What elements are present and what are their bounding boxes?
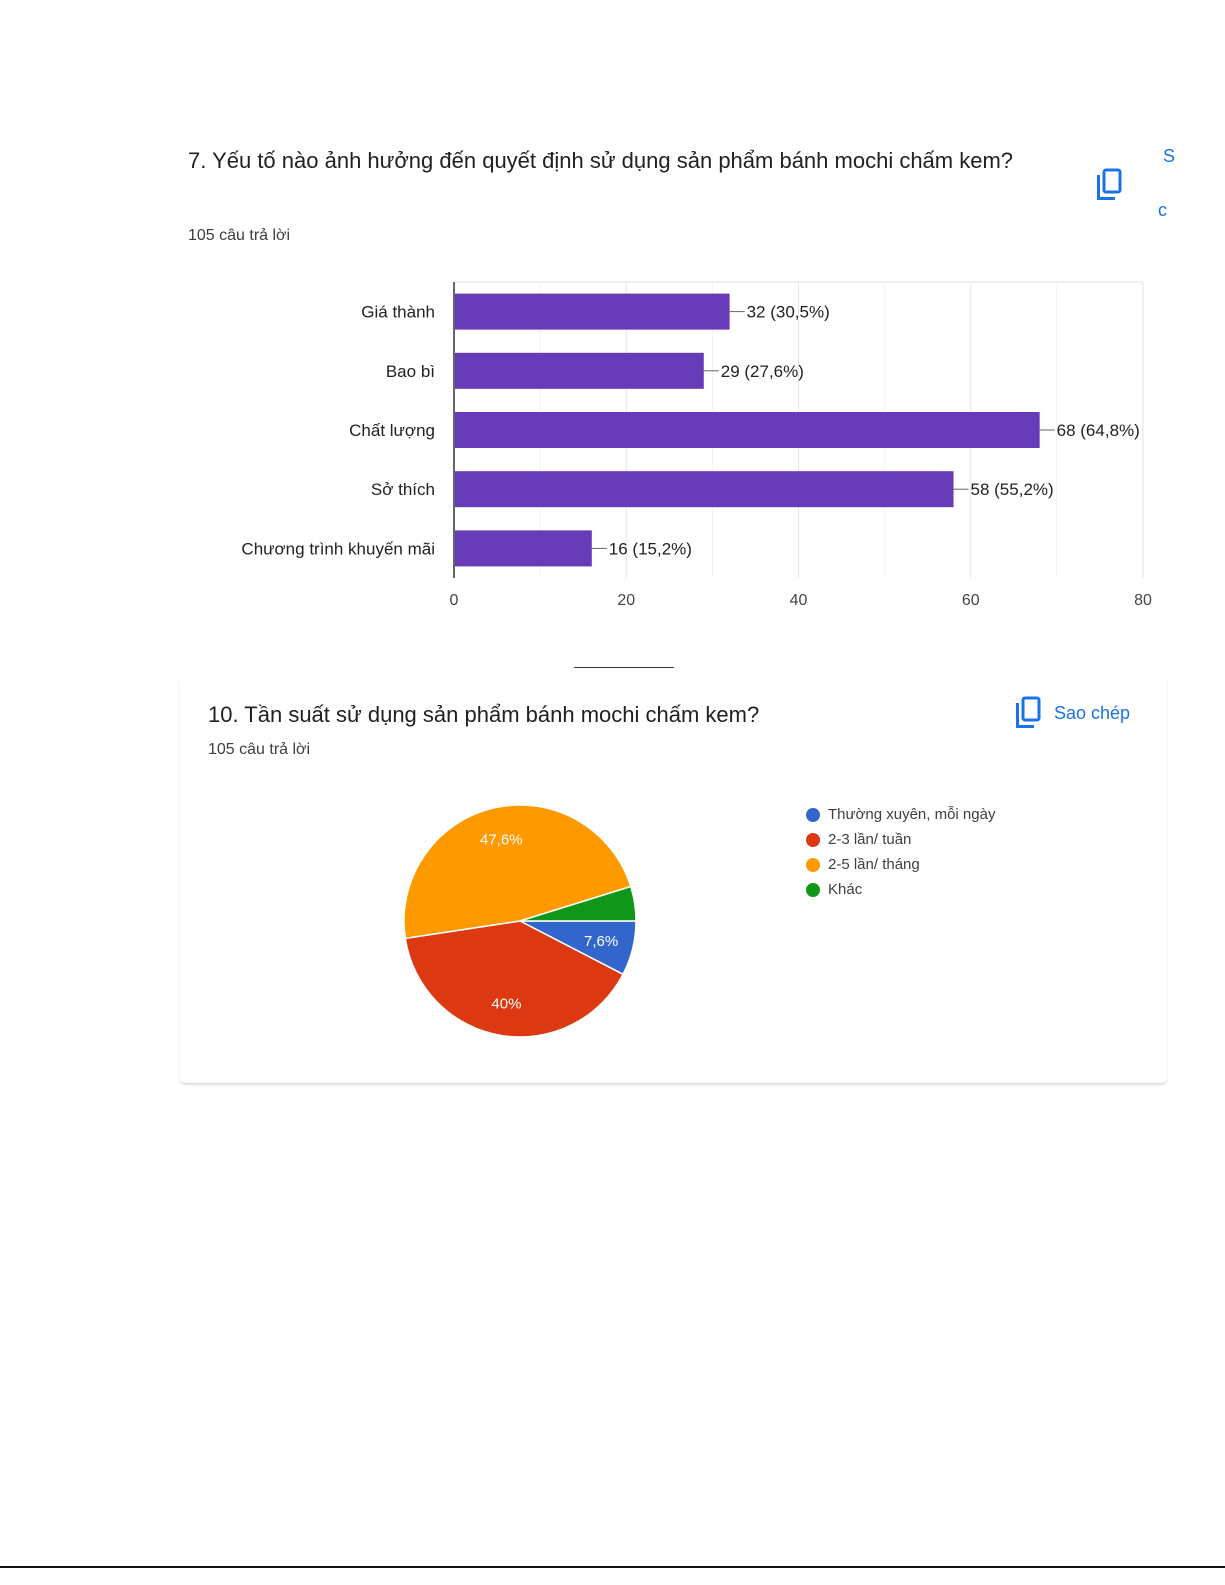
bar <box>455 352 704 389</box>
bar <box>455 293 730 330</box>
legend-item: Khác <box>806 877 995 902</box>
category-label: Giá thành <box>361 303 435 322</box>
question-7-card: 7. Yếu tố nào ảnh hưởng đến quyết định s… <box>0 0 1225 660</box>
category-label: Sở thích <box>371 480 435 499</box>
legend-label: Khác <box>828 881 863 898</box>
pie-slice <box>519 885 637 922</box>
truncated-copy-label-bottom: c <box>1158 200 1167 220</box>
category-label: Bao bì <box>386 362 435 381</box>
page-bottom-border <box>0 1566 1225 1568</box>
data-label: 68 (64,8%) <box>1057 421 1140 440</box>
question-10-title: 10. Tần suất sử dụng sản phẩm bánh mochi… <box>208 702 760 727</box>
bar <box>455 412 1040 448</box>
legend-item: 2-3 lần/ tuần <box>806 827 995 852</box>
copy-icon <box>1016 696 1041 728</box>
legend-item: Thường xuyên, mỗi ngày <box>806 802 995 827</box>
legend-label: 2-5 lần/ tháng <box>828 856 920 873</box>
bar-chart: 0 20 40 60 80 Giá thành 32 (30,5%) Bao bì 29 (27… <box>241 281 1152 609</box>
copy-chart-button[interactable]: Sao chép <box>1014 696 1130 730</box>
question-7-response-count: 105 câu trả lời <box>188 227 291 244</box>
copy-chart-button[interactable] <box>1095 168 1123 202</box>
pie-slice <box>403 804 632 940</box>
copy-icon <box>1097 168 1122 200</box>
slice-label: 47,6% <box>480 832 523 849</box>
data-label: 16 (15,2%) <box>609 539 692 558</box>
data-label: 58 (55,2%) <box>971 480 1054 499</box>
x-tick-label: 20 <box>617 592 635 609</box>
pie-chart: 7,6% 40% 47,6% <box>403 804 637 1038</box>
truncated-copy-label-top: S <box>1163 146 1176 166</box>
pie-slice <box>404 920 625 1038</box>
data-label: 29 (27,6%) <box>721 362 804 381</box>
question-10-response-count: 105 câu trả lời <box>208 741 311 758</box>
question-7-title: 7. Yếu tố nào ảnh hưởng đến quyết định s… <box>188 148 1014 173</box>
legend-swatch <box>806 832 820 847</box>
legend-item: 2-5 lần/ tháng <box>806 852 995 877</box>
legend-swatch <box>806 857 820 872</box>
x-tick-label: 40 <box>790 592 808 609</box>
legend-label: Thường xuyên, mỗi ngày <box>828 806 996 823</box>
legend-swatch <box>806 807 820 822</box>
bar <box>455 471 954 508</box>
slice-label: 40% <box>491 995 521 1012</box>
question-10-card: 10. Tần suất sử dụng sản phẩm bánh mochi… <box>180 680 1167 1084</box>
data-label: 32 (30,5%) <box>747 303 830 322</box>
bar <box>455 530 592 567</box>
slice-label: 7,6% <box>584 933 618 950</box>
category-label: Chất lượng <box>349 421 435 440</box>
legend-label: 2-3 lần/ tuần <box>828 831 912 848</box>
x-tick-label: 80 <box>1134 592 1152 609</box>
x-tick-label: 0 <box>450 592 459 609</box>
legend-swatch <box>806 882 820 897</box>
divider <box>574 667 674 668</box>
copy-button-label: Sao chép <box>1054 702 1131 723</box>
x-tick-label: 60 <box>962 592 980 609</box>
category-label: Chương trình khuyến mãi <box>241 539 435 558</box>
pie-legend: Thường xuyên, mỗi ngày 2-3 lần/ tuần 2-5 l… <box>806 802 995 902</box>
